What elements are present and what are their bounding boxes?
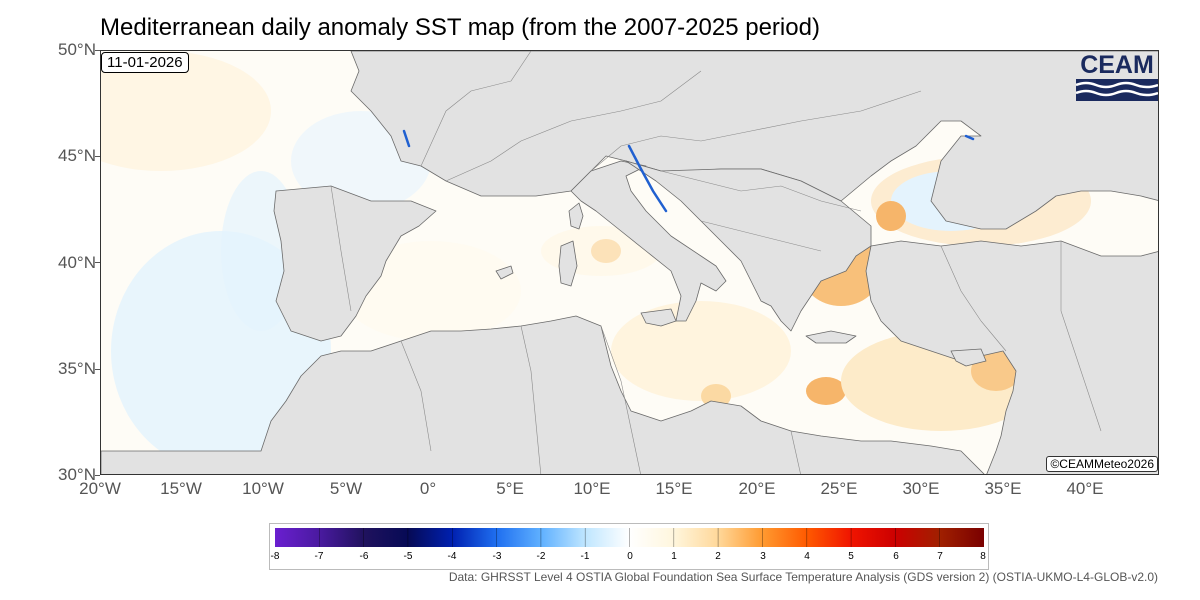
data-source-note: Data: GHRSST Level 4 OSTIA Global Founda… xyxy=(448,570,1158,584)
map-title: Mediterranean daily anomaly SST map (fro… xyxy=(100,14,820,41)
legend-label: -7 xyxy=(314,551,324,562)
cold-anomaly-streaks xyxy=(402,129,975,213)
lon-label: 25°E xyxy=(820,479,858,498)
lat-label: 35°N xyxy=(58,359,96,378)
legend-label: 4 xyxy=(804,551,810,562)
lon-label: 5°E xyxy=(496,479,524,498)
credit-label: ©CEAMMeteo2026 xyxy=(1046,456,1158,472)
legend-label: 5 xyxy=(848,551,854,562)
lat-tick xyxy=(95,475,100,476)
lat-tick xyxy=(95,369,100,370)
lon-label: 20°E xyxy=(738,479,776,498)
lon-label: 10°W xyxy=(242,479,284,498)
legend-label: -5 xyxy=(403,551,413,562)
land-layer xyxy=(101,51,1158,474)
lon-label: 10°E xyxy=(573,479,611,498)
sst-anomaly-map xyxy=(100,50,1159,475)
legend-label: 6 xyxy=(893,551,899,562)
lon-label: 40°E xyxy=(1066,479,1104,498)
lat-label: 40°N xyxy=(58,253,96,272)
date-badge: 11-01-2026 xyxy=(101,52,189,73)
legend-label: -4 xyxy=(447,551,457,562)
border-layer xyxy=(330,51,1102,474)
lon-label: 30°E xyxy=(902,479,940,498)
legend-label: 7 xyxy=(937,551,943,562)
lon-label: 15°E xyxy=(655,479,693,498)
lon-label: 0° xyxy=(419,479,437,498)
legend-label: -6 xyxy=(359,551,369,562)
lat-tick xyxy=(95,50,100,51)
logo-text: CEAM xyxy=(1080,51,1154,79)
ceam-logo: CEAM xyxy=(1076,51,1158,101)
legend-label: -1 xyxy=(580,551,590,562)
legend-color-bar xyxy=(275,528,984,547)
legend-label: 3 xyxy=(760,551,766,562)
lat-label: 30°N xyxy=(58,465,96,484)
lat-tick xyxy=(95,262,100,263)
legend-label: -3 xyxy=(492,551,502,562)
legend-label: 8 xyxy=(980,551,986,562)
legend-label: 0 xyxy=(627,551,633,562)
legend-label: -2 xyxy=(536,551,546,562)
lat-label: 50°N xyxy=(58,40,96,59)
lat-label: 45°N xyxy=(58,146,96,165)
lon-label: 15°W xyxy=(160,479,202,498)
legend-label: -8 xyxy=(270,551,280,562)
ceam-wave-logo-icon xyxy=(1076,79,1158,101)
lat-tick xyxy=(95,156,100,157)
lon-label: 35°E xyxy=(984,479,1022,498)
legend-label: 2 xyxy=(715,551,721,562)
lon-label: 5°W xyxy=(329,479,363,498)
map-canvas xyxy=(101,51,1158,474)
lon-label: 20°W xyxy=(79,479,121,498)
legend-label: 1 xyxy=(671,551,677,562)
